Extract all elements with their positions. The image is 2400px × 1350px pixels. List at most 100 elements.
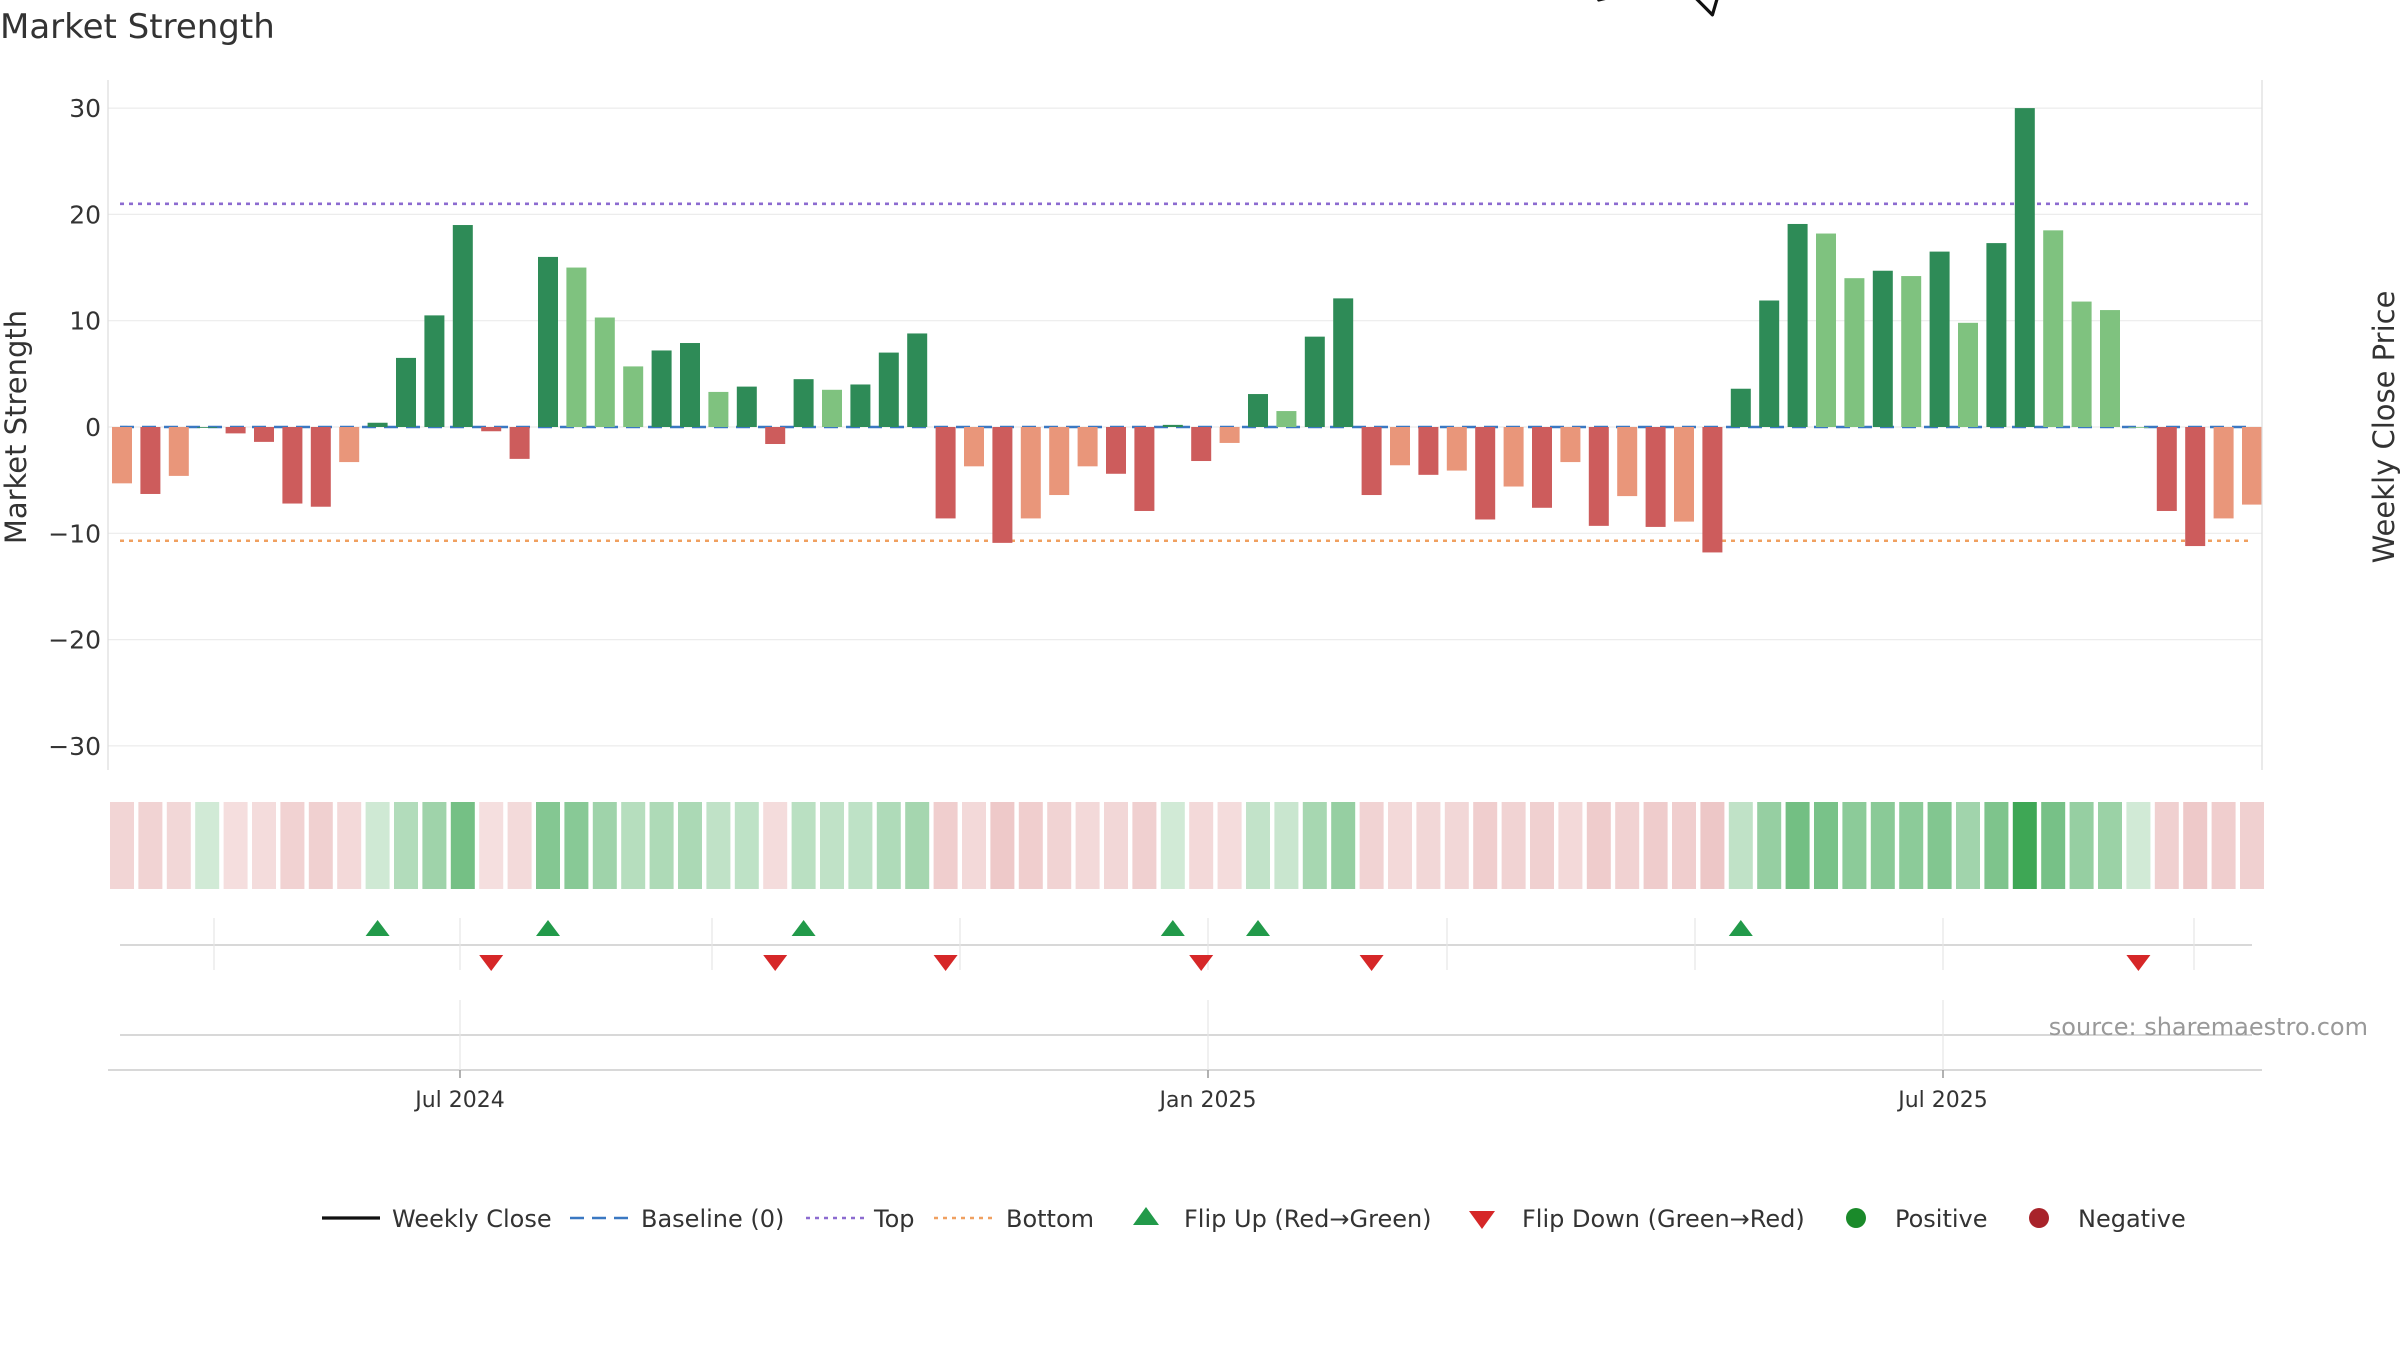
strength-cell [450,802,475,889]
strength-cell [1643,802,1668,889]
strength-bar [225,427,246,434]
strength-cell [2012,802,2037,889]
strength-bar [793,379,814,427]
strength-cell [2041,802,2066,889]
strength-cell [2098,802,2122,889]
flip-up-marker [365,920,390,936]
strength-cell [1728,802,1753,889]
strength-bar [1049,427,1070,496]
y-tick-left: 0 [85,413,101,442]
strength-cell [2211,802,2236,889]
strength-cell [1672,802,1696,889]
strength-cell [1956,802,1980,889]
legend-item: Baseline (0) [570,1205,784,1233]
strength-cell [394,802,418,889]
date-tick-label: Jan 2025 [1158,1088,1257,1113]
strength-cell [1870,802,1895,889]
strength-cell [422,802,447,889]
strength-cell [1444,802,1469,889]
legend: Weekly Close Baseline (0) Top Bottom Flip Up… [322,1205,2186,1233]
strength-bar [2185,427,2206,547]
strength-bar [878,352,899,427]
reference-lines [120,202,2252,543]
source-credit: source: sharemaestro.com [2049,1013,2368,1041]
strength-bar [424,315,445,427]
flip-down-marker [763,955,788,971]
strength-bar [2128,427,2149,428]
strength-cell [1899,802,1924,889]
legend-item: Positive [1846,1205,1988,1233]
strength-bars [112,108,2262,553]
strength-cell [280,802,305,889]
strength-bar [1844,278,1865,427]
strength-cell [1927,802,1952,889]
strength-bar [1645,427,1666,527]
strength-bar [1162,424,1183,427]
legend-item: Negative [2029,1205,2186,1233]
strength-bar [1816,233,1836,427]
strength-cell [337,802,362,889]
strength-bar [1191,427,1212,462]
strength-bar [2043,230,2064,427]
flip-up-marker [1728,920,1753,936]
strength-cell [1416,802,1441,889]
strength-cell [1586,802,1611,889]
strength-cell [706,802,731,889]
strength-cell [166,802,191,889]
strength-cell [1075,802,1100,889]
flip-up-marker [1246,920,1270,936]
negative-dot-icon [2029,1208,2049,1228]
legend-label: Negative [2078,1205,2186,1233]
strength-cell [1530,802,1554,889]
strength-bar [2156,427,2177,511]
y-tick-left: 30 [69,94,101,123]
strength-bar [1787,223,1808,427]
strength-cell [1331,802,1356,889]
flip-down-marker [1189,955,1214,971]
strength-bar [2100,310,2120,427]
strength-bar [566,267,587,427]
strength-bar [2071,301,2092,427]
flip-down-marker [2126,955,2151,971]
strength-bar [1134,427,1155,511]
date-axis: Jul 2024 Jan 2025 Jul 2025 [108,1000,2262,1113]
strength-cell [2240,802,2264,889]
y-tick-left: 20 [69,200,101,229]
strength-bar [282,427,303,504]
legend-item: Bottom [934,1205,1094,1233]
y-tick-left: 10 [69,307,101,336]
legend-label: Bottom [1006,1205,1094,1233]
weekly-close-series [1597,0,1719,17]
legend-item: Flip Up (Red→Green) [1133,1205,1432,1233]
strength-cell [1047,802,1072,889]
strength-heat-strip [110,802,2264,889]
strength-bar [708,391,729,427]
strength-bar [481,427,502,432]
strength-cell [933,802,958,889]
strength-cell [195,802,220,889]
strength-bar [1986,243,2007,427]
strength-bar [2242,427,2262,505]
strength-bar [1276,411,1297,427]
strength-bar [623,366,644,427]
strength-cell [564,802,589,889]
strength-cell [734,802,759,889]
strength-bar [1304,336,1325,427]
flip-up-marker [1160,920,1185,936]
strength-cell [1246,802,1270,889]
legend-label: Flip Down (Green→Red) [1522,1205,1805,1233]
strength-cell [1388,802,1412,889]
strength-cell [2183,802,2208,889]
strength-cell [536,802,560,889]
legend-label: Top [873,1205,915,1233]
strength-cell [1189,802,1214,889]
legend-label: Baseline (0) [641,1205,784,1233]
strength-cell [848,802,873,889]
strength-cell [678,802,702,889]
strength-cell [1473,802,1498,889]
strength-bar [1588,427,1609,526]
weekly-close-line [1597,0,1719,17]
strength-cell [1814,802,1838,889]
strength-bar [651,350,672,427]
